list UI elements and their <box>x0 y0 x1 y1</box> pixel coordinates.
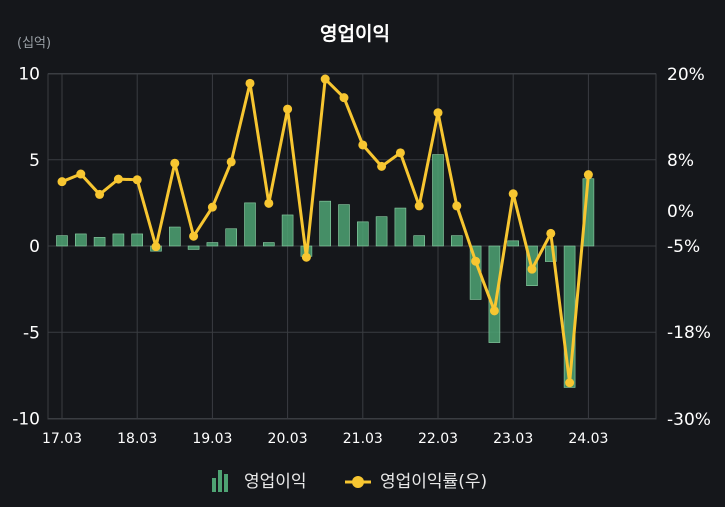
bar <box>206 242 219 247</box>
bar <box>187 245 200 250</box>
bar <box>375 216 388 247</box>
right-tick-label: 8% <box>667 151 694 171</box>
bar <box>169 226 181 247</box>
line-point <box>489 306 499 316</box>
line-point <box>433 108 443 118</box>
right-tick-label: 0% <box>667 202 694 222</box>
x-tick-label: 23.03 <box>493 431 533 447</box>
left-tick-label: 0 <box>29 237 40 257</box>
line-point <box>301 252 311 262</box>
bar <box>131 233 143 247</box>
line-point <box>283 104 293 114</box>
bar <box>112 233 125 247</box>
line-series <box>57 74 593 388</box>
x-tick-label: 22.03 <box>418 431 458 447</box>
right-tick-label: -30% <box>667 410 711 430</box>
left-tick-label: -5 <box>23 323 40 343</box>
line-point <box>395 148 405 158</box>
line-point <box>583 170 593 180</box>
bar <box>394 207 407 247</box>
line-point <box>189 231 199 241</box>
line-point <box>565 378 575 388</box>
line-point <box>245 78 255 88</box>
right-tick-label: -18% <box>667 323 711 343</box>
bar <box>262 242 275 247</box>
left-axis-unit: (십억) <box>17 36 51 51</box>
x-tick-label: 19.03 <box>192 431 232 447</box>
line-point <box>320 74 330 84</box>
bar <box>356 221 369 247</box>
right-tick-label: 20% <box>667 65 705 85</box>
bar <box>225 228 237 247</box>
legend-label-operating-margin: 영업이익률(우) <box>380 472 487 492</box>
x-tick-label: 18.03 <box>117 431 157 447</box>
bar <box>319 200 332 247</box>
bar <box>244 202 256 247</box>
line-point <box>471 256 481 266</box>
line-point <box>358 140 368 150</box>
line-point <box>546 228 556 238</box>
line-point <box>414 201 424 211</box>
x-tick-label: 17.03 <box>42 431 82 447</box>
bar <box>544 245 557 262</box>
legend-line-icon <box>345 476 371 488</box>
x-tick-label: 21.03 <box>343 431 383 447</box>
line-point <box>264 198 274 208</box>
line-point <box>76 169 86 179</box>
bar <box>338 204 350 247</box>
left-tick-label: -10 <box>12 410 40 430</box>
bar <box>75 233 87 247</box>
bar <box>413 235 426 247</box>
line-point <box>339 93 349 103</box>
grid-layer <box>47 73 657 420</box>
line-point <box>170 158 180 168</box>
legend[interactable]: 영업이익 영업이익률(우) <box>212 470 487 492</box>
line-point <box>132 175 142 185</box>
legend-label-operating-profit: 영업이익 <box>244 472 307 492</box>
right-tick-label: -5% <box>667 237 700 257</box>
line-point <box>377 161 387 171</box>
left-tick-label: 5 <box>29 151 40 171</box>
line-point <box>527 264 537 274</box>
chart-title: 영업이익 <box>320 23 390 45</box>
line-point <box>207 202 217 212</box>
bar <box>450 235 463 247</box>
bar <box>507 240 520 247</box>
legend-bar-icon <box>212 470 228 492</box>
line-point <box>113 174 123 184</box>
axis-labels: 10 5 0 -5 -10 20% 8% 0% -5% -18% -30% 17.03 18.03 19.… <box>12 65 711 448</box>
line-point <box>95 189 105 199</box>
bar <box>93 237 106 247</box>
bar <box>432 154 444 247</box>
line-point <box>508 189 518 199</box>
line-point <box>57 177 67 187</box>
line-point <box>452 201 462 211</box>
x-tick-label: 20.03 <box>268 431 308 447</box>
left-tick-label: 10 <box>18 65 40 85</box>
line-point <box>226 157 236 167</box>
x-tick-label: 24.03 <box>568 431 608 447</box>
bar <box>281 214 294 247</box>
line-point <box>151 242 161 252</box>
bar <box>56 235 68 247</box>
